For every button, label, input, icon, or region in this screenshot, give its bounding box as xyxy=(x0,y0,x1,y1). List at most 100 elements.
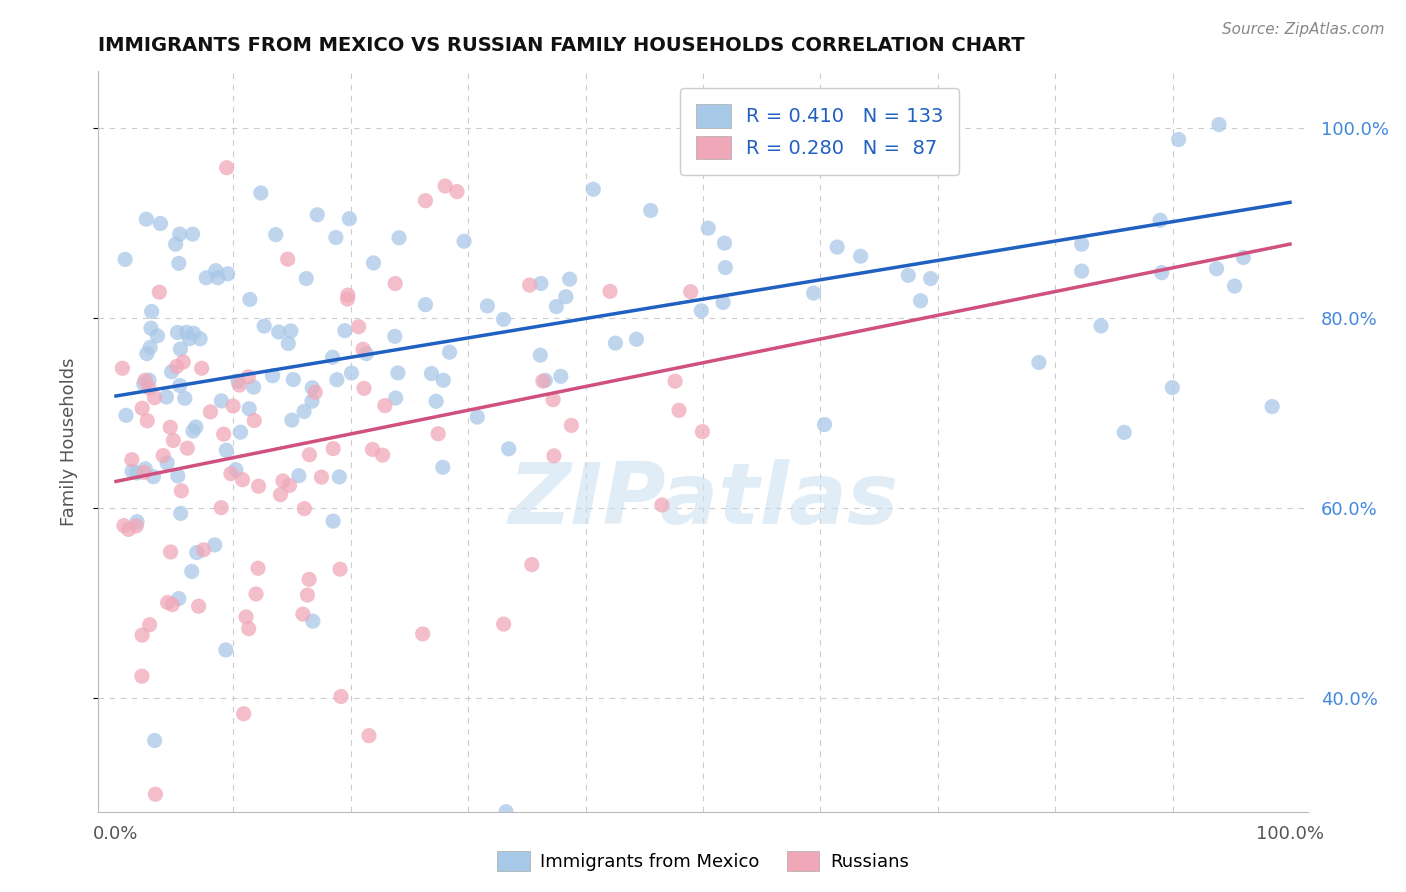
Point xyxy=(169,227,191,241)
Point xyxy=(498,442,520,456)
Point xyxy=(361,442,384,457)
Point xyxy=(181,227,204,241)
Point xyxy=(432,460,454,475)
Point xyxy=(170,507,193,521)
Point xyxy=(232,706,254,721)
Point xyxy=(427,426,450,441)
Point xyxy=(204,263,226,277)
Point xyxy=(288,468,311,483)
Point xyxy=(352,343,374,357)
Point xyxy=(235,610,257,624)
Point xyxy=(148,285,170,300)
Point xyxy=(111,361,134,376)
Point xyxy=(115,409,138,423)
Point xyxy=(253,319,276,334)
Point xyxy=(825,240,848,254)
Point xyxy=(143,733,166,747)
Point xyxy=(283,373,305,387)
Point xyxy=(179,332,201,346)
Point xyxy=(209,500,232,515)
Point xyxy=(229,425,252,440)
Point xyxy=(434,179,457,194)
Point xyxy=(135,346,157,360)
Point xyxy=(1208,118,1230,132)
Point xyxy=(803,286,825,301)
Point xyxy=(1205,261,1227,276)
Point xyxy=(250,186,273,200)
Point xyxy=(295,271,318,285)
Point xyxy=(121,452,143,467)
Point xyxy=(291,607,314,622)
Point xyxy=(112,518,135,533)
Point xyxy=(328,470,350,484)
Point xyxy=(541,392,564,407)
Point xyxy=(910,93,932,107)
Point xyxy=(155,390,177,404)
Point xyxy=(121,464,143,478)
Point xyxy=(605,336,627,351)
Point xyxy=(297,588,319,602)
Point xyxy=(910,293,932,308)
Point xyxy=(247,561,270,575)
Point xyxy=(267,325,290,339)
Point xyxy=(384,391,406,405)
Point xyxy=(165,237,187,252)
Point xyxy=(180,565,202,579)
Point xyxy=(277,336,299,351)
Point xyxy=(209,393,232,408)
Point xyxy=(307,208,329,222)
Point xyxy=(356,346,378,360)
Point xyxy=(640,203,662,218)
Point xyxy=(264,227,287,242)
Point xyxy=(146,328,169,343)
Point xyxy=(415,194,437,208)
Point xyxy=(333,324,356,338)
Point xyxy=(142,469,165,483)
Point xyxy=(200,405,222,419)
Point xyxy=(243,413,266,427)
Point xyxy=(277,252,299,267)
Point xyxy=(420,367,443,381)
Point xyxy=(363,256,385,270)
Point xyxy=(713,236,735,251)
Point xyxy=(238,369,260,384)
Point xyxy=(711,295,734,310)
Point xyxy=(439,345,461,359)
Point xyxy=(1232,251,1254,265)
Point xyxy=(446,185,468,199)
Point xyxy=(326,373,349,387)
Legend: R = 0.410   N = 133, R = 0.280   N =  87: R = 0.410 N = 133, R = 0.280 N = 87 xyxy=(681,88,959,175)
Point xyxy=(599,285,621,299)
Point xyxy=(339,211,361,226)
Point xyxy=(159,545,181,559)
Point xyxy=(262,368,284,383)
Point xyxy=(897,268,920,283)
Point xyxy=(432,373,454,387)
Point xyxy=(849,249,872,263)
Point xyxy=(384,329,406,343)
Point xyxy=(531,374,554,388)
Point xyxy=(162,598,184,612)
Point xyxy=(415,298,437,312)
Point xyxy=(1090,318,1112,333)
Point xyxy=(217,267,239,281)
Point xyxy=(152,449,174,463)
Point xyxy=(193,542,215,557)
Point xyxy=(167,256,190,270)
Point xyxy=(679,285,702,299)
Point xyxy=(187,599,209,614)
Point xyxy=(1114,425,1136,440)
Point xyxy=(534,373,557,387)
Point xyxy=(322,351,344,365)
Point xyxy=(519,278,541,293)
Point xyxy=(1150,266,1173,280)
Point xyxy=(166,326,188,340)
Point xyxy=(145,787,167,801)
Point xyxy=(162,434,184,448)
Point xyxy=(238,401,260,416)
Point xyxy=(920,271,942,285)
Point xyxy=(311,470,333,484)
Point xyxy=(495,805,517,819)
Point xyxy=(520,558,543,572)
Point xyxy=(183,326,205,341)
